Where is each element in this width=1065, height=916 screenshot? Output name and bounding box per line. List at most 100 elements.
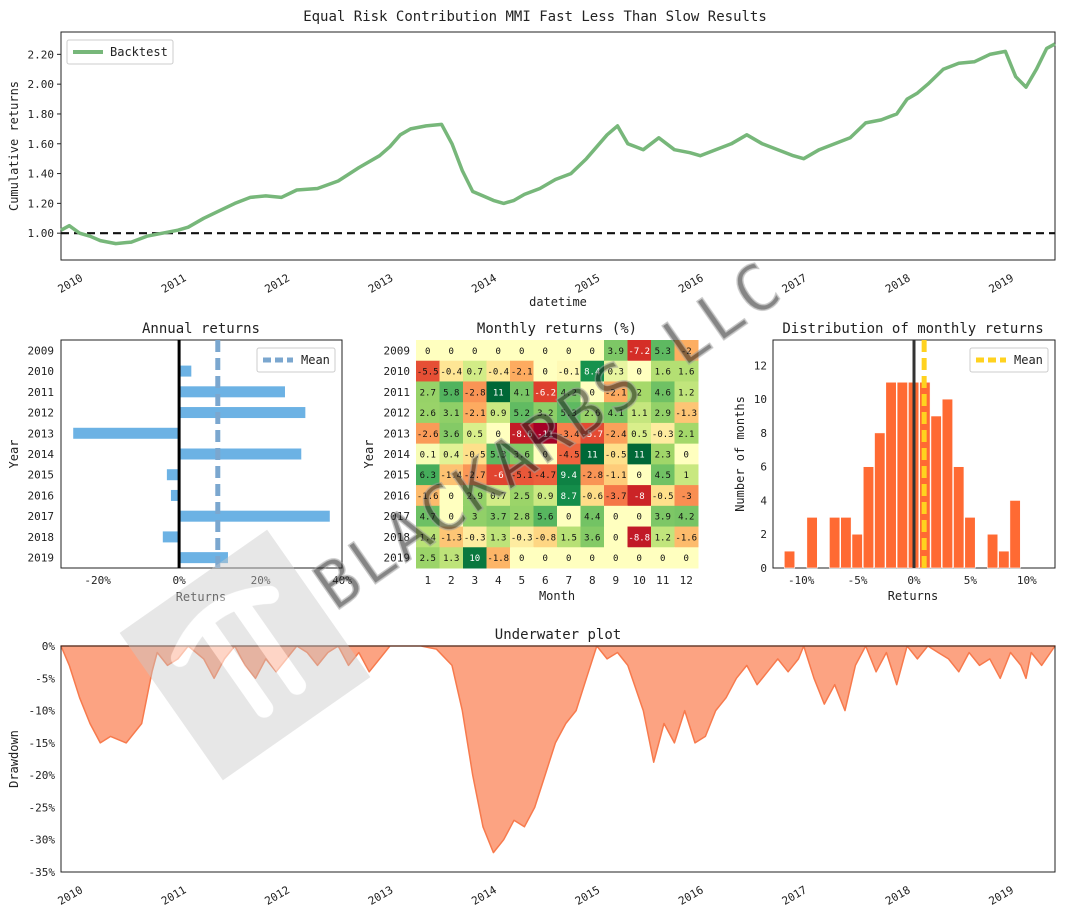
histogram-bar: [942, 399, 952, 568]
heatmap-cell-label: 4.1: [514, 388, 530, 398]
annual-mean-legend-label: Mean: [301, 353, 330, 367]
heatmap-cell-label: 0: [543, 347, 548, 357]
histogram-bar: [897, 382, 907, 568]
distribution-ytick-label: 10: [754, 393, 767, 406]
monthly-title: Monthly returns (%): [477, 321, 637, 337]
heatmap-cell-label: 0: [684, 554, 689, 564]
heatmap-row-label: 2015: [384, 469, 411, 482]
annual-title: Annual returns: [142, 321, 260, 337]
annual-returns-chart: Annual returns 2009201020112012201320142…: [7, 321, 352, 604]
heatmap-cell-label: 0: [613, 533, 618, 543]
annual-bar: [179, 449, 301, 460]
distribution-mean-legend-label: Mean: [1014, 353, 1043, 367]
distribution-xtick-label: 0%: [907, 574, 921, 587]
heatmap-cell-label: -2.8: [464, 388, 486, 398]
heatmap-row-label: 2010: [384, 365, 411, 378]
heatmap-cell-label: 0: [637, 471, 642, 481]
heatmap-cell-label: 4.4: [584, 513, 600, 523]
annual-bar: [167, 469, 179, 480]
cumulative-legend: Backtest: [67, 40, 173, 64]
heatmap-cell-label: -1.6: [675, 533, 697, 543]
heatmap-cell-label: 11: [634, 451, 645, 461]
heatmap-cell-label: 0.1: [420, 451, 436, 461]
distribution-ytick-label: 8: [760, 427, 767, 440]
underwater-ytick-label: -30%: [29, 834, 56, 847]
underwater-ytick-label: -25%: [29, 801, 56, 814]
heatmap-cell-label: 0: [613, 513, 618, 523]
distribution-ylabel: Number of months: [733, 396, 747, 512]
histogram-bar: [841, 517, 851, 568]
annual-ytick-label: 2009: [28, 344, 55, 357]
heatmap-cell-label: 0: [425, 347, 430, 357]
heatmap-col-label: 1: [424, 574, 431, 587]
heatmap-cell-label: 3.1: [443, 409, 459, 419]
heatmap-cell-label: 0: [519, 554, 524, 564]
annual-bar: [179, 386, 285, 397]
heatmap-row-label: 2012: [384, 407, 411, 420]
heatmap-cell-label: 1.3: [443, 554, 459, 564]
cumulative-ytick-label: 1.40: [28, 168, 55, 181]
underwater-ytick-label: -35%: [29, 866, 56, 879]
distribution-xtick-label: -5%: [848, 574, 868, 587]
heatmap-cell-label: 2.6: [420, 409, 436, 419]
heatmap-cell-label: -0.3: [652, 430, 674, 440]
histogram-bar: [863, 467, 873, 568]
annual-bar: [179, 366, 191, 377]
underwater-xtick-label: 2010: [56, 883, 85, 908]
histogram-bar: [784, 551, 794, 568]
distribution-xlabel: Returns: [888, 589, 939, 603]
histogram-bar: [953, 467, 963, 568]
heatmap-row-label: 2011: [384, 386, 411, 399]
cumulative-xlabel: datetime: [529, 295, 587, 309]
heatmap-col-label: 11: [656, 574, 669, 587]
heatmap-cell-label: 0.9: [537, 492, 553, 502]
heatmap-cell-label: 1: [684, 471, 689, 481]
annual-bar: [179, 407, 305, 418]
heatmap-cell-label: 4.2: [678, 513, 694, 523]
distribution-xtick-label: 5%: [964, 574, 978, 587]
underwater-title: Underwater plot: [495, 627, 621, 643]
underwater-ytick-label: -15%: [29, 737, 56, 750]
histogram-bar: [987, 534, 997, 568]
histogram-bar: [886, 382, 896, 568]
heatmap-col-label: 4: [495, 574, 502, 587]
heatmap-row-label: 2013: [384, 427, 411, 440]
heatmap-cell-label: 0: [660, 554, 665, 564]
histogram-bar: [875, 433, 885, 568]
heatmap-cell-label: 10: [469, 554, 480, 564]
distribution-xtick-label: 10%: [1017, 574, 1037, 587]
heatmap-cell-label: -1.8: [487, 554, 509, 564]
heatmap-cell-label: 3.6: [443, 430, 459, 440]
backtest-legend-label: Backtest: [110, 45, 168, 59]
heatmap-cell-label: 1.2: [678, 388, 694, 398]
cumulative-ytick-label: 2.20: [28, 48, 55, 61]
annual-ytick-label: 2013: [28, 427, 55, 440]
annual-ytick-label: 2014: [28, 448, 55, 461]
heatmap-cell-label: 3.6: [584, 533, 600, 543]
heatmap-cell-label: 1.2: [655, 533, 671, 543]
heatmap-col-label: 2: [448, 574, 455, 587]
heatmap-cell-label: 0: [637, 513, 642, 523]
heatmap-cell-label: 0: [613, 554, 618, 564]
heatmap-cell-label: -1.1: [605, 471, 627, 481]
heatmap-cell-label: -8: [634, 492, 645, 502]
underwater-ytick-label: -10%: [29, 705, 56, 718]
annual-ytick-label: 2017: [28, 510, 55, 523]
heatmap-cell-label: -2.1: [511, 368, 533, 378]
heatmap-cell-label: -2.6: [417, 430, 439, 440]
heatmap-cell-label: -0.5: [652, 492, 674, 502]
underwater-xtick-label: 2015: [573, 883, 602, 908]
heatmap-col-label: 10: [633, 574, 646, 587]
heatmap-cell-label: -0.5: [605, 451, 627, 461]
annual-bar: [179, 552, 228, 563]
underwater-ylabel: Drawdown: [7, 730, 21, 788]
cumulative-ytick-label: 1.60: [28, 138, 55, 151]
heatmap-cell-label: 0: [496, 347, 501, 357]
heatmap-cell-label: -3: [681, 492, 692, 502]
heatmap-cell-label: 0: [684, 451, 689, 461]
heatmap-cell-label: -1.3: [675, 409, 697, 419]
heatmap-cell-label: 0.5: [631, 430, 647, 440]
histogram-bar: [931, 416, 941, 568]
heatmap-cell-label: 0: [566, 554, 571, 564]
